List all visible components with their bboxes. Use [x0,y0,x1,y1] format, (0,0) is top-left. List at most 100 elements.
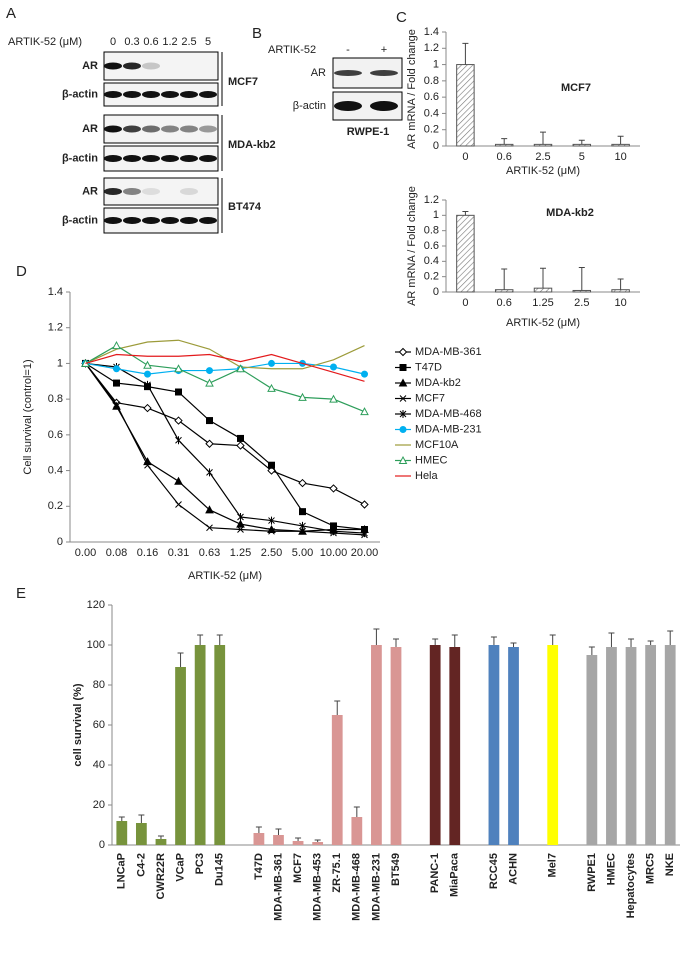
y-tick-label: 0 [99,839,105,851]
marker [237,513,244,521]
band [123,91,141,98]
marker [237,434,244,442]
error-bar [295,837,302,841]
panel-label: B [252,25,262,42]
error-bar [667,630,674,645]
error-bar [578,139,585,145]
bar [351,817,363,845]
y-axis-label: AR mRNA / Fold change [406,186,418,306]
band [370,101,398,111]
band [161,91,179,98]
band [123,62,141,70]
marker [175,501,182,508]
marker [267,383,276,392]
band-label: AR [82,123,98,135]
band [123,125,141,133]
marker [143,360,152,369]
error-bar [157,835,164,839]
x-tick-label: MRC5 [645,853,657,884]
series-line [85,339,365,370]
band [104,62,122,70]
panel-label: E [16,585,26,602]
band [142,91,160,98]
marker [236,441,245,450]
bar [488,645,500,845]
legend-marker [399,395,407,402]
x-tick-label: 5.00 [292,547,313,559]
bar [494,289,514,293]
error-bar [314,839,321,842]
band [180,91,198,98]
marker [330,363,337,371]
x-tick-label: MCF7 [292,853,304,883]
y-tick-label: 0.4 [48,464,63,476]
x-tick-label: 1.25 [532,297,553,309]
bar [611,289,630,293]
y-tick-label: 0 [433,140,439,152]
marker [299,527,306,535]
band [104,217,122,224]
error-bar [628,638,635,647]
x-tick-label: 0.00 [75,547,96,559]
error-bar [647,640,654,645]
x-tick-label: PC3 [194,853,206,874]
marker [298,478,307,488]
dose-label: 1.2 [162,36,177,48]
error-bar [353,806,360,817]
marker [113,401,120,408]
bar [664,645,676,845]
legend-label: MDA-kb2 [415,377,461,389]
bar [194,645,206,845]
x-tick-label: BT549 [390,853,402,886]
legend-label: MDA-MB-468 [415,408,482,420]
error-bar [501,268,508,290]
marker [237,526,244,533]
panel-label: C [396,9,407,26]
bar [135,823,147,845]
legend-marker [399,364,407,371]
marker [361,529,368,538]
marker [206,524,213,532]
series-line [85,362,365,534]
error-bar [393,638,399,647]
band [142,217,160,224]
marker [268,461,275,469]
error-bar [462,211,469,216]
x-axis-label: ARTIK-52 (μM) [188,570,262,582]
y-axis-label: AR mRNA / Fold change [406,29,418,149]
bar [508,647,519,845]
error-bar [462,42,469,65]
error-bar [578,266,585,291]
marker [205,439,214,448]
x-tick-label: MDA-MB-468 [351,853,363,921]
series-line [85,363,365,506]
y-tick-label: 1 [433,58,439,70]
band [104,155,122,162]
band [104,188,122,195]
marker [360,500,369,509]
x-tick-label: NKE [664,853,676,876]
x-axis-label: ARTIK-52 (μM) [506,317,580,329]
x-tick-label: MDA-MB-453 [312,853,324,921]
marker [144,461,151,469]
error-bar [451,634,458,647]
dose-label: + [381,44,387,56]
band [199,217,217,224]
y-tick-label: 0 [57,536,63,548]
bar [456,64,475,147]
error-bar [608,632,615,647]
panel-label: D [16,263,27,280]
x-tick-label: MiaPaca [449,852,461,897]
marker [205,505,214,514]
bar [273,835,284,845]
marker [330,527,337,536]
error-bar [588,646,595,655]
bar [547,645,559,845]
x-tick-label: 10 [614,151,626,163]
marker [144,370,151,378]
error-bar [197,634,204,645]
y-tick-label: 100 [87,639,105,651]
x-tick-label: T47D [253,853,265,880]
legend-label: MDA-MB-361 [415,346,482,358]
bar [611,143,630,147]
